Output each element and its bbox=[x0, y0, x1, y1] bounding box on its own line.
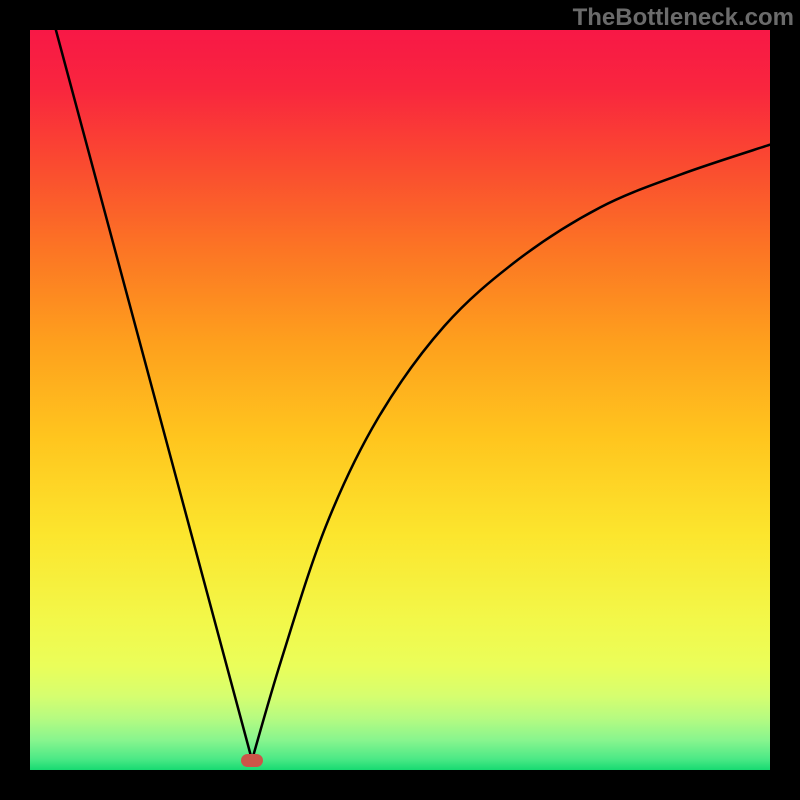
curve-right-branch bbox=[252, 145, 770, 760]
chart-container: TheBottleneck.com bbox=[0, 0, 800, 800]
min-marker bbox=[241, 754, 263, 767]
plot-area bbox=[30, 30, 770, 770]
watermark-text: TheBottleneck.com bbox=[573, 4, 794, 32]
curve-left-branch bbox=[56, 30, 252, 760]
curve-svg bbox=[30, 30, 770, 770]
